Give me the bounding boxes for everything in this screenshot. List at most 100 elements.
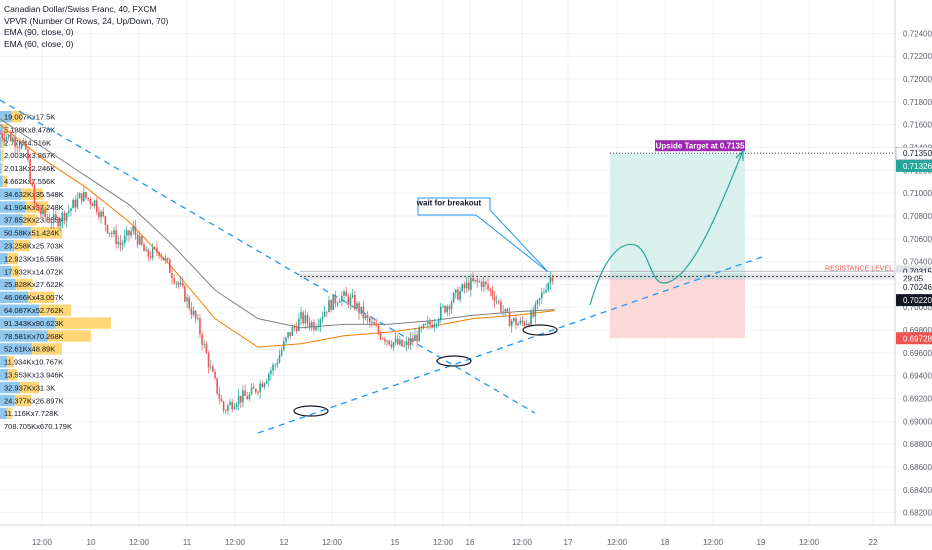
candle-down	[29, 159, 31, 183]
vpvr-row-label: 13.553Kx13.946K	[4, 371, 64, 380]
candle-up	[424, 324, 427, 325]
candle-down	[212, 366, 214, 372]
candle-up	[197, 318, 199, 319]
candle-down	[532, 311, 534, 317]
vpvr-bar-up	[0, 175, 3, 187]
vpvr-bar-down	[2, 175, 8, 187]
vpvr-bar-up	[0, 394, 15, 407]
candle-up	[233, 407, 236, 410]
candle-up	[70, 208, 72, 211]
candle-down	[177, 282, 180, 285]
vpvr-bar-down	[1, 162, 3, 174]
callout-bubble[interactable]	[417, 197, 549, 273]
candle-down	[136, 234, 139, 245]
candle-down	[154, 247, 156, 249]
candle-down	[205, 343, 208, 354]
drawings[interactable]: wait for breakout	[293, 149, 744, 417]
time-axis[interactable]: 12:00 10 12:00 11 12:00 12 12:00 15 12:00 16 12:00…	[0, 524, 932, 550]
candle-up	[283, 341, 285, 351]
candle-down	[416, 334, 418, 342]
candle-down	[362, 306, 365, 319]
candle-up	[52, 214, 55, 223]
candle-down	[55, 214, 57, 219]
candle-up	[351, 295, 354, 298]
candle-down	[293, 326, 296, 328]
target-label-bg[interactable]	[655, 140, 745, 152]
candle-up	[7, 134, 10, 138]
callout-text[interactable]: wait for breakout	[416, 199, 482, 208]
target-label[interactable]: Upside Target at 0.7135	[656, 142, 745, 151]
candle-up	[513, 317, 515, 321]
price-axis[interactable]: 0.724000.722000.720000.718000.716000.714…	[894, 0, 932, 550]
candle-up	[272, 364, 274, 371]
candle-up	[123, 235, 126, 244]
vpvr-bar-up	[0, 227, 31, 239]
candle-down	[222, 401, 225, 411]
vpvr-bar-up	[0, 188, 22, 200]
ascending-trendline[interactable]	[257, 256, 763, 434]
candle-down	[9, 134, 12, 142]
vpvr-row-label: 5.188Kx8.478K	[4, 125, 55, 134]
vpvr-bar-up	[0, 291, 29, 303]
projection-path[interactable]	[589, 152, 743, 306]
candle-up	[93, 200, 96, 207]
highlight-ellipse[interactable]	[522, 324, 558, 336]
ema60-indicator-label[interactable]: EMA (60, close, 0)	[4, 38, 74, 49]
symbol-title[interactable]: Canadian Dollar/Swiss Franc, 40, FXCM	[4, 4, 157, 14]
candle-down	[326, 311, 328, 313]
long-position-tool[interactable]: Upside Target at 0.7135	[610, 140, 745, 339]
vpvr-indicator-label[interactable]: VPVR (Number Of Rows, 24, Up/Down, 70)	[4, 15, 169, 26]
vpvr-bar-down	[14, 240, 30, 252]
candle-down	[166, 258, 169, 260]
candle-down	[375, 325, 378, 327]
candle-up	[250, 387, 253, 395]
vpvr-row-label: 50.58Kx51.424K	[4, 229, 59, 238]
highlight-ellipse[interactable]	[293, 405, 329, 417]
time-axis-bg	[0, 525, 932, 550]
candlesticks	[0, 129, 554, 415]
candle-down	[306, 314, 309, 323]
candle-down	[149, 256, 152, 258]
projection-arrowhead[interactable]	[735, 149, 744, 161]
candle-up	[68, 210, 70, 213]
vpvr-row-label: 12.923Kx16.558K	[4, 254, 64, 263]
candle-up	[315, 327, 317, 330]
candle-down	[14, 137, 16, 147]
candle-up	[455, 289, 457, 293]
candle-up	[525, 323, 528, 326]
ema60-line	[0, 124, 555, 348]
price-label-target-fill: 0.71326	[903, 162, 932, 171]
vpvr-bar-down	[25, 201, 49, 213]
candle-up	[300, 312, 302, 319]
candle-up	[435, 323, 438, 325]
trendlines[interactable]	[0, 99, 763, 434]
candle-down	[528, 323, 530, 326]
candle-down	[491, 290, 494, 297]
candle-up	[450, 302, 453, 310]
vpvr-bar-up	[0, 330, 48, 342]
candle-down	[313, 322, 315, 330]
candle-up	[100, 211, 102, 218]
descending-trendline[interactable]	[0, 99, 536, 414]
vpvr-bar-down	[1, 149, 4, 162]
candle-up	[543, 291, 545, 293]
ema90-indicator-label[interactable]: EMA (90, close, 0)	[4, 27, 74, 37]
price-tick-label: 0.72400	[903, 29, 932, 38]
candle-down	[95, 200, 98, 212]
price-tick-label: 0.71800	[903, 98, 932, 107]
candle-down	[252, 387, 255, 389]
price-label-target: 0.71350	[903, 149, 932, 158]
candle-up	[121, 243, 124, 246]
candle-down	[244, 390, 246, 397]
vpvr-bar-up	[0, 252, 8, 265]
candle-up	[138, 236, 141, 245]
candle-up	[276, 362, 279, 365]
vpvr-bar-down	[55, 317, 111, 329]
price-tick-label: 0.69200	[903, 395, 932, 404]
vpvr-bar-down	[39, 304, 72, 316]
candle-up	[65, 212, 68, 221]
highlight-ellipse[interactable]	[436, 355, 472, 367]
candle-down	[463, 284, 466, 289]
candle-down	[551, 277, 554, 281]
